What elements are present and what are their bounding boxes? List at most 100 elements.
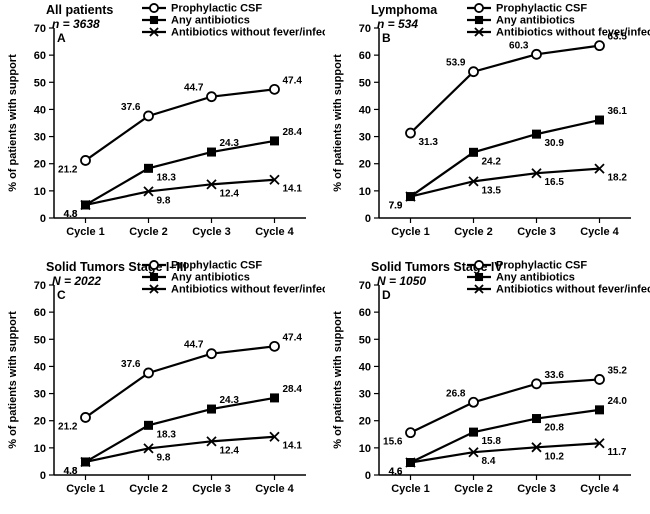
- ytick-label: 0: [40, 470, 46, 482]
- series-marker-ab: [469, 148, 478, 157]
- panel-n: N = 1050: [377, 274, 426, 288]
- series-marker-csf: [595, 375, 604, 384]
- series-marker-csf: [406, 428, 415, 437]
- legend-label: Antibiotics without fever/infection: [496, 284, 650, 296]
- panel-container-B: 010203040506070Cycle 1Cycle 2Cycle 3Cycl…: [325, 0, 650, 257]
- ytick-label: 10: [34, 186, 46, 198]
- series-line-csf: [86, 346, 275, 417]
- value-label: 37.6: [121, 359, 141, 370]
- series-marker-csf: [469, 398, 478, 407]
- ytick-label: 30: [34, 389, 46, 401]
- panel-container-D: 010203040506070Cycle 1Cycle 2Cycle 3Cycl…: [325, 257, 650, 514]
- y-axis-label: % of patients with support: [7, 54, 19, 192]
- legend-label: Prophylactic CSF: [496, 3, 587, 15]
- value-label: 37.6: [121, 102, 141, 113]
- value-label: 16.5: [545, 177, 565, 188]
- panel-letter: B: [382, 31, 391, 45]
- value-label: 12.4: [220, 445, 240, 456]
- legend-label: Prophylactic CSF: [171, 3, 262, 15]
- ytick-label: 50: [34, 334, 46, 346]
- legend-label: Any antibiotics: [171, 272, 250, 284]
- series-marker-csf: [144, 368, 153, 377]
- series-marker-csf: [595, 41, 604, 50]
- series-marker-csf: [532, 50, 541, 59]
- xtick-label: Cycle 3: [517, 226, 556, 238]
- series-line-abnf: [411, 169, 600, 197]
- series-marker-ab: [144, 421, 153, 430]
- ytick-label: 0: [365, 470, 371, 482]
- xtick-label: Cycle 2: [454, 226, 493, 238]
- xtick-label: Cycle 1: [391, 483, 430, 495]
- value-label: 18.3: [157, 172, 177, 183]
- series-marker-csf: [469, 67, 478, 76]
- y-axis-label: % of patients with support: [7, 311, 19, 449]
- value-label: 21.2: [58, 164, 78, 175]
- xtick-label: Cycle 3: [192, 483, 231, 495]
- series-marker-csf: [270, 342, 279, 351]
- series-line-ab: [411, 410, 600, 463]
- ytick-label: 70: [359, 280, 371, 292]
- panel-container-A: 010203040506070Cycle 1Cycle 2Cycle 3Cycl…: [0, 0, 325, 257]
- xtick-label: Cycle 2: [454, 483, 493, 495]
- ytick-label: 10: [359, 186, 371, 198]
- panel-C: 010203040506070Cycle 1Cycle 2Cycle 3Cycl…: [0, 257, 325, 514]
- xtick-label: Cycle 4: [255, 483, 294, 495]
- ytick-label: 40: [34, 104, 46, 116]
- xtick-label: Cycle 1: [391, 226, 430, 238]
- value-label: 24.3: [220, 138, 240, 149]
- value-label: 9.8: [157, 195, 171, 206]
- series-marker-ab: [207, 405, 216, 414]
- series-marker-csf: [406, 129, 415, 138]
- value-label: 24.3: [220, 395, 240, 406]
- xtick-label: Cycle 2: [129, 483, 168, 495]
- ytick-label: 20: [34, 416, 46, 428]
- value-label: 31.3: [419, 137, 439, 148]
- panel-B: 010203040506070Cycle 1Cycle 2Cycle 3Cycl…: [325, 0, 650, 257]
- ytick-label: 70: [34, 280, 46, 292]
- legend-label: Any antibiotics: [496, 272, 575, 284]
- series-line-abnf: [86, 180, 275, 205]
- value-label: 13.5: [482, 185, 502, 196]
- xtick-label: Cycle 4: [580, 226, 619, 238]
- ytick-label: 10: [359, 443, 371, 455]
- value-label: 26.8: [446, 388, 466, 399]
- value-label: 44.7: [184, 83, 204, 94]
- value-label: 12.4: [220, 188, 240, 199]
- y-axis-label: % of patients with support: [332, 311, 344, 449]
- ytick-label: 70: [34, 23, 46, 35]
- ytick-label: 40: [359, 104, 371, 116]
- series-marker-csf: [207, 92, 216, 101]
- xtick-label: Cycle 4: [255, 226, 294, 238]
- ytick-label: 60: [34, 50, 46, 62]
- series-line-ab: [86, 141, 275, 205]
- ytick-label: 40: [359, 361, 371, 373]
- panel-title: All patients: [46, 3, 113, 17]
- ytick-label: 50: [359, 334, 371, 346]
- legend-label: Antibiotics without fever/infection: [171, 27, 325, 39]
- series-marker-ab: [532, 414, 541, 423]
- ytick-label: 50: [34, 77, 46, 89]
- value-label: 33.6: [545, 370, 565, 381]
- series-line-ab: [411, 120, 600, 197]
- value-label: 11.7: [608, 447, 627, 458]
- series-marker-ab: [207, 148, 216, 157]
- panel-letter: A: [57, 31, 66, 45]
- series-line-abnf: [86, 437, 275, 462]
- ytick-label: 20: [359, 416, 371, 428]
- legend-label: Any antibiotics: [496, 15, 575, 27]
- value-label: 20.8: [545, 423, 565, 434]
- ytick-label: 30: [359, 389, 371, 401]
- value-label: 18.3: [157, 429, 177, 440]
- value-label: 53.9: [446, 58, 466, 69]
- value-label: 14.1: [283, 441, 303, 452]
- ytick-label: 20: [359, 159, 371, 171]
- value-label: 60.3: [509, 40, 529, 51]
- ytick-label: 70: [359, 23, 371, 35]
- value-label: 18.2: [608, 173, 628, 184]
- series-marker-csf: [270, 85, 279, 94]
- value-label: 28.4: [283, 127, 303, 138]
- panel-n: n = 3638: [52, 17, 100, 31]
- ytick-label: 60: [34, 307, 46, 319]
- value-label: 24.2: [482, 156, 502, 167]
- series-marker-ab: [532, 130, 541, 139]
